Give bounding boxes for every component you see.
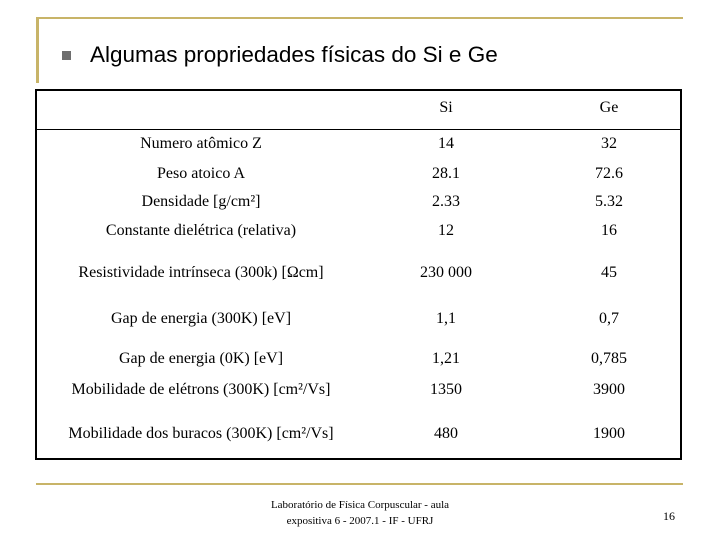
frame-rule-vertical — [36, 17, 39, 83]
frame-rule-bottom — [36, 483, 683, 485]
row-si-value: 1350 — [430, 381, 462, 398]
title-row: Algumas propriedades físicas do Si e Ge — [62, 42, 498, 68]
row-si-value: 2.33 — [432, 193, 460, 210]
row-ge-value: 1900 — [593, 425, 625, 442]
footer-line-2: expositiva 6 - 2007.1 - IF - UFRJ — [286, 515, 434, 527]
row-si-value: 1,1 — [436, 310, 456, 327]
row-ge-value: 16 — [601, 222, 617, 239]
square-bullet-icon — [62, 50, 71, 60]
row-property: Gap de energia (300K) [eV] — [110, 310, 292, 327]
row-property: Densidade [g/cm²] — [141, 193, 261, 210]
footer: Laboratório de Física Corpuscular - aula… — [200, 497, 520, 529]
row-ge-value: 32 — [601, 135, 617, 152]
row-property: Constante dielétrica (relativa) — [105, 222, 297, 239]
row-si-value: 480 — [434, 425, 458, 442]
row-property: Resistividade intrínseca (300k) [Ωcm] — [78, 264, 324, 281]
row-ge-value: 3900 — [593, 381, 625, 398]
header-si: Si — [439, 99, 453, 116]
footer-line-1: Laboratório de Física Corpuscular - aula — [270, 499, 450, 511]
row-property: Mobilidade dos buracos (300K) [cm²/Vs] — [68, 425, 334, 442]
row-si-value: 14 — [438, 135, 454, 152]
page-number: 16 — [663, 509, 675, 523]
header-ge: Ge — [599, 99, 619, 116]
frame-rule-top — [36, 17, 683, 19]
row-ge-value: 72.6 — [595, 165, 623, 182]
properties-table: Si Ge Numero atômico Z 14 32 Peso atoico… — [35, 89, 682, 460]
row-si-value: 12 — [438, 222, 454, 239]
slide-title: Algumas propriedades físicas do Si e Ge — [90, 42, 498, 67]
row-ge-value: 5.32 — [595, 193, 623, 210]
row-si-value: 28.1 — [432, 165, 460, 182]
header-divider — [37, 129, 680, 130]
row-si-value: 1,21 — [432, 350, 460, 367]
row-property: Gap de energia (0K) [eV] — [118, 350, 284, 367]
row-si-value: 230 000 — [420, 264, 472, 281]
row-property: Mobilidade de elétrons (300K) [cm²/Vs] — [71, 381, 331, 398]
row-ge-value: 45 — [601, 264, 617, 281]
row-property: Peso atoico A — [157, 165, 245, 182]
row-ge-value: 0,785 — [591, 350, 627, 367]
row-ge-value: 0,7 — [599, 310, 619, 327]
row-property: Numero atômico Z — [140, 135, 262, 152]
